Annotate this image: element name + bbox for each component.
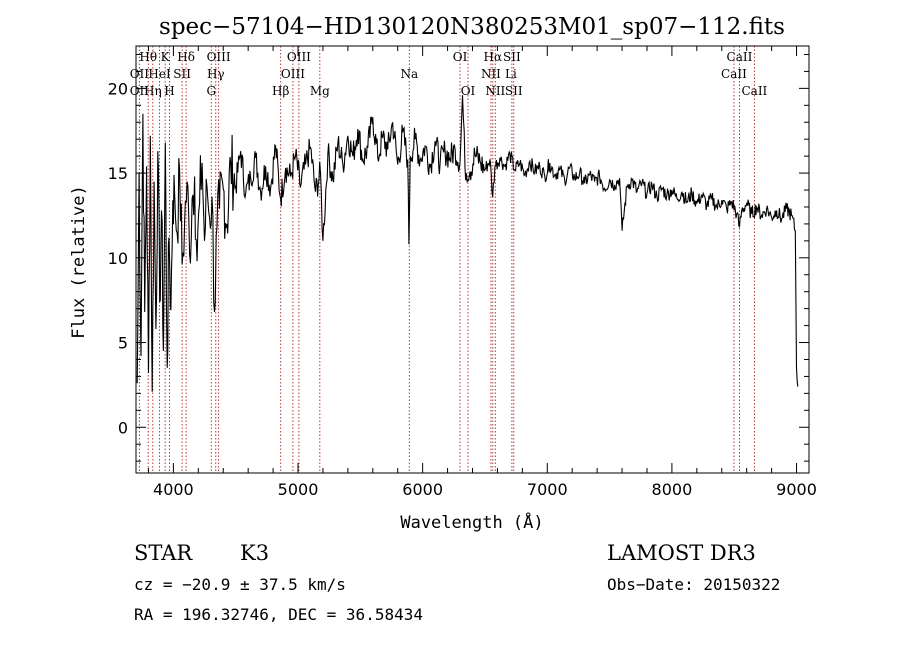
y-tick-label: 10 bbox=[108, 249, 128, 268]
spectral-line-markers bbox=[138, 46, 755, 473]
object-type: STAR bbox=[134, 541, 193, 565]
line-label: SII bbox=[503, 50, 521, 64]
spectrum-line bbox=[136, 95, 799, 392]
y-axis-label: Flux (relative) bbox=[69, 185, 89, 339]
x-tick-label: 9000 bbox=[776, 480, 817, 499]
chart-title: spec−57104−HD130120N380253M01_sp07−112.f… bbox=[159, 14, 785, 40]
line-label: CaII bbox=[741, 84, 767, 98]
line-label: OIII bbox=[281, 67, 305, 81]
axis-ticks: 4000 5000 6000 7000 8000 9000 0 5 10 15 20 bbox=[108, 46, 817, 499]
line-label: NII bbox=[481, 67, 501, 81]
x-tick-label: 6000 bbox=[402, 480, 443, 499]
line-label: HeI bbox=[148, 67, 171, 81]
spectrum-series bbox=[136, 95, 799, 392]
line-label: Na bbox=[400, 67, 418, 81]
y-tick-label: 0 bbox=[118, 418, 128, 437]
line-label: Hγ bbox=[207, 67, 225, 81]
redshift-cz: cz = −20.9 ± 37.5 km/s bbox=[134, 575, 346, 594]
line-label: OI bbox=[461, 84, 476, 98]
line-label: SII bbox=[173, 67, 191, 81]
line-label: K bbox=[161, 50, 171, 64]
line-label: G bbox=[206, 84, 216, 98]
line-label: Hβ bbox=[272, 84, 289, 98]
object-subclass: K3 bbox=[240, 541, 269, 565]
x-tick-label: 7000 bbox=[527, 480, 568, 499]
x-axis-label: Wavelength (Å) bbox=[400, 511, 543, 533]
line-label: CaII bbox=[721, 67, 747, 81]
observation-date: Obs−Date: 20150322 bbox=[607, 575, 780, 594]
line-label: Hη bbox=[144, 84, 162, 98]
line-label: Hδ bbox=[177, 50, 195, 64]
line-label: OII bbox=[130, 84, 150, 98]
line-label: OII bbox=[130, 67, 150, 81]
line-label: Hθ bbox=[139, 50, 157, 64]
x-tick-label: 5000 bbox=[278, 480, 319, 499]
y-tick-label: 20 bbox=[108, 79, 128, 98]
line-label: OIII bbox=[287, 50, 311, 64]
coordinates: RA = 196.32746, DEC = 36.58434 bbox=[134, 605, 423, 624]
line-label: OI bbox=[453, 50, 468, 64]
y-tick-label: 15 bbox=[108, 164, 128, 183]
x-tick-label: 8000 bbox=[652, 480, 693, 499]
line-label: Li bbox=[505, 67, 517, 81]
line-label: OIII bbox=[207, 50, 231, 64]
line-label: Hα bbox=[484, 50, 503, 64]
x-tick-label: 4000 bbox=[153, 480, 194, 499]
y-tick-label: 5 bbox=[118, 334, 128, 353]
line-label: SII bbox=[505, 84, 523, 98]
survey-name: LAMOST DR3 bbox=[607, 541, 756, 565]
line-label: NII bbox=[485, 84, 505, 98]
line-label: H bbox=[164, 84, 174, 98]
line-label: Mg bbox=[310, 84, 330, 98]
plot-frame bbox=[135, 45, 810, 474]
line-label: CaII bbox=[727, 50, 753, 64]
